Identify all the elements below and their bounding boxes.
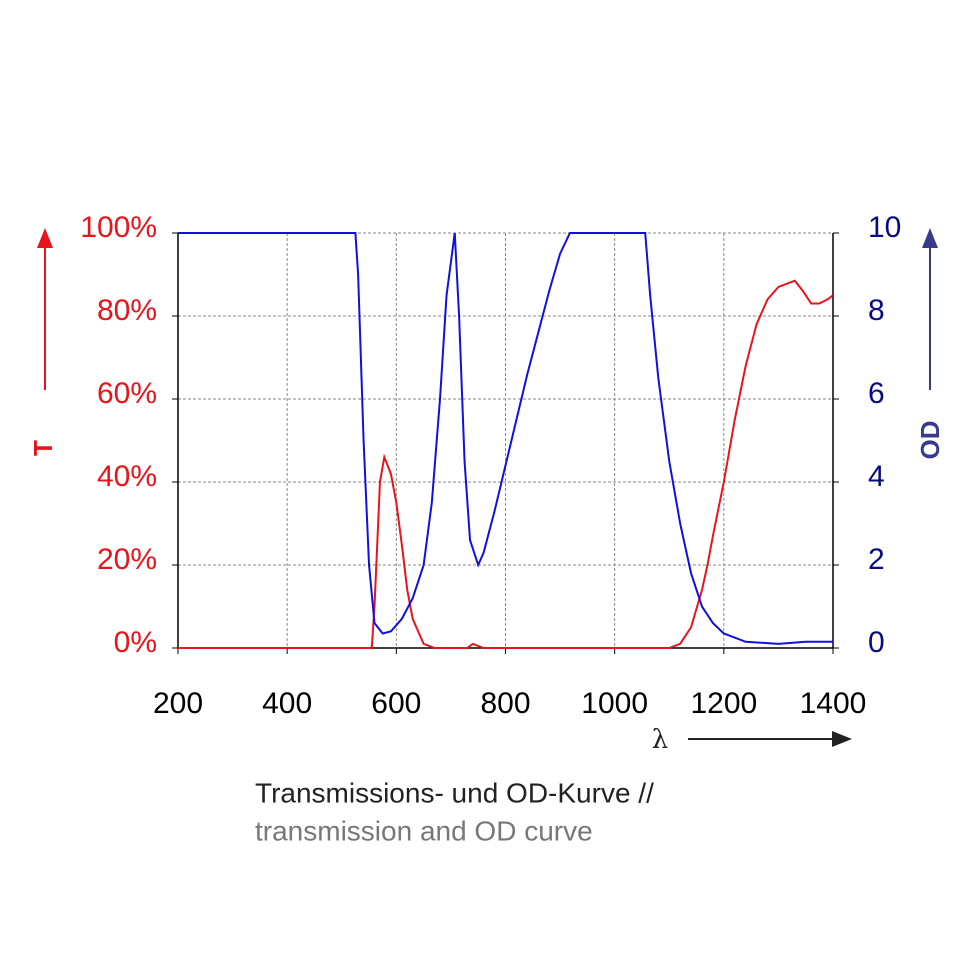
x-tick-label: 1200 [690,687,757,720]
caption: transmission and OD curve [255,815,593,846]
caption: Transmissions- und OD-Kurve // [255,777,654,808]
y-tick-label: 0% [114,626,157,659]
y2-tick-label: 6 [868,377,885,410]
x-tick-label: 1000 [581,687,648,720]
series-line [178,232,833,645]
y2-tick-label: 8 [868,294,885,327]
y2-tick-label: 2 [868,543,885,576]
y2-tick-label: 10 [868,211,901,244]
x-tick-label: 600 [371,687,421,720]
y2-tick-label: 4 [868,460,885,493]
y-tick-label: 60% [97,377,157,410]
y-label: T [28,440,58,456]
y-tick-label: 40% [97,460,157,493]
x-tick-label: 800 [480,687,530,720]
y2-label: OD [915,421,945,460]
y-tick-label: 80% [97,294,157,327]
x-tick-label: 1400 [800,687,867,720]
x-label: λ [652,725,668,755]
y-tick-label: 20% [97,543,157,576]
y2-tick-label: 0 [868,626,885,659]
series-line [178,279,834,649]
y-tick-label: 100% [80,211,157,244]
x-tick-label: 400 [262,687,312,720]
x-tick-label: 200 [153,687,203,720]
